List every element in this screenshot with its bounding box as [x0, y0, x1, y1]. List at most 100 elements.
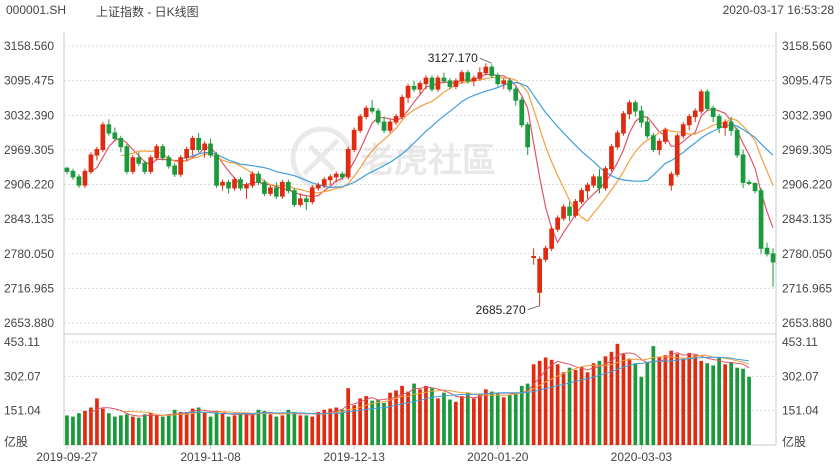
candle-body: [238, 179, 243, 189]
volume-bar: [513, 392, 518, 445]
volume-bar: [184, 412, 189, 445]
volume-bar: [735, 367, 739, 445]
volume-bar: [537, 360, 542, 445]
candle: [309, 185, 315, 205]
volume-bar: [729, 362, 733, 445]
candle: [214, 152, 219, 188]
candle: [154, 144, 160, 161]
price-tick-left-8: 2653.880: [4, 316, 54, 330]
candle-body: [531, 256, 536, 258]
candle: [686, 113, 692, 131]
date-tick-0: 2019-09-27: [36, 450, 98, 464]
volume-bar: [364, 396, 368, 445]
candle-body: [674, 135, 680, 175]
candle-body: [639, 110, 644, 123]
candle: [333, 171, 339, 183]
candle-body: [387, 121, 393, 131]
candle-body: [130, 157, 136, 172]
volume-ma10-line: [120, 354, 750, 416]
candle-body: [274, 187, 279, 197]
candle: [148, 154, 154, 175]
volume-bar: [394, 390, 398, 445]
candle: [262, 179, 267, 197]
candle: [405, 83, 411, 103]
candle-body: [704, 91, 710, 109]
candle: [142, 160, 148, 175]
volume-bar: [89, 407, 93, 445]
candle: [298, 193, 303, 208]
volume-bar: [669, 350, 674, 445]
volume-bar: [352, 405, 356, 445]
candle-body: [752, 183, 758, 192]
candle-body: [758, 190, 764, 249]
volume-bar: [609, 351, 614, 445]
candle: [327, 174, 333, 186]
volume-bar: [334, 407, 339, 445]
candle: [585, 182, 590, 199]
volume-tick-right-2: 151.04: [782, 404, 819, 418]
volume-bar: [495, 392, 500, 445]
volume-bar: [125, 414, 129, 445]
candle: [549, 226, 554, 252]
volume-bar: [95, 398, 99, 445]
volume-tick-left-0: 453.11: [4, 335, 40, 349]
candle-body: [680, 124, 686, 137]
volume-bar: [693, 355, 698, 445]
candle: [106, 119, 112, 136]
candle-body: [692, 110, 698, 118]
candle: [674, 133, 680, 177]
candle-body: [106, 124, 112, 134]
candle-body: [357, 116, 363, 131]
candle-body: [166, 157, 172, 167]
volume-bar: [633, 363, 638, 445]
volume-tick-left-1: 302.07: [4, 369, 41, 383]
volume-bar: [597, 360, 602, 445]
candle: [704, 89, 710, 112]
volume-bar: [160, 416, 165, 445]
candle-body: [196, 138, 202, 150]
volume-bar: [519, 385, 524, 445]
datetime-stamp: 2020-03-17 16:53:28: [722, 3, 834, 17]
date-tick-3: 2020-01-20: [467, 450, 529, 464]
candle-body: [405, 85, 411, 98]
candle-body: [327, 176, 333, 181]
volume-bar: [460, 396, 464, 445]
volume-bar: [274, 416, 279, 445]
candle: [184, 146, 190, 161]
candle-body: [657, 140, 662, 151]
candle-body: [286, 181, 291, 192]
volume-bar: [256, 409, 261, 445]
volume-bar: [400, 385, 404, 445]
volume-bar: [472, 398, 476, 445]
candle-body: [64, 167, 70, 172]
candle: [627, 100, 632, 120]
candle-body: [70, 170, 76, 178]
candle-body: [136, 157, 142, 164]
volume-bar: [298, 415, 303, 445]
candle-body: [298, 198, 303, 205]
candle-body: [525, 124, 530, 148]
volume-bar: [172, 409, 177, 445]
candle: [82, 168, 88, 188]
volume-bar: [226, 416, 231, 445]
candle-body: [519, 99, 525, 126]
candle-body: [363, 107, 369, 118]
candle: [256, 171, 261, 186]
price-tick-right-0: 3158.560: [782, 39, 832, 53]
volume-bar: [142, 414, 147, 445]
candle: [136, 152, 142, 166]
volume-bar: [232, 415, 237, 445]
date-tick-1: 2019-11-08: [180, 450, 241, 464]
volume-bar: [705, 363, 709, 445]
volume-bar: [478, 393, 482, 445]
candle-body: [555, 217, 560, 230]
volume-bar: [220, 413, 225, 445]
candle-body: [740, 154, 746, 183]
volume-bar: [711, 365, 715, 445]
candle-body: [148, 157, 154, 172]
candle-body: [513, 88, 519, 101]
candle-body: [716, 116, 722, 129]
candle: [124, 144, 130, 175]
candle: [130, 154, 136, 175]
